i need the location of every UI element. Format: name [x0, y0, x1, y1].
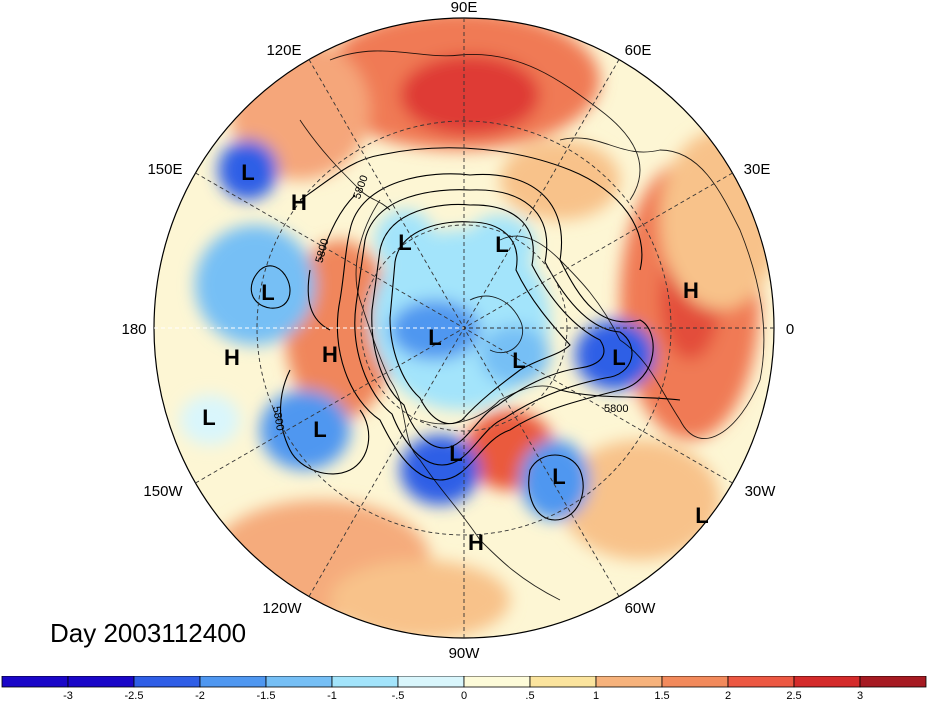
anomaly-field	[154, 18, 774, 638]
lon-label-60e: 60E	[625, 42, 652, 59]
low-center: L	[428, 325, 441, 350]
colorbar-box	[397, 676, 465, 688]
low-center: L	[552, 464, 565, 489]
low-center: L	[241, 160, 254, 185]
colorbar-labels: -3 -2.5 -2 -1.5 -1 -.5 0 .5 1 1.5 2 2.5 3	[63, 690, 863, 702]
colorbar-box	[67, 676, 135, 688]
colorbar-box	[661, 676, 729, 688]
lon-label-60w: 60W	[625, 600, 657, 617]
lon-label-120e: 120E	[266, 42, 301, 59]
colorbar-box	[133, 676, 201, 688]
high-center: H	[468, 530, 484, 555]
colorbar-tick-label: .5	[525, 690, 534, 702]
polar-map: 5800 5800 5800 5800 90E 60E 30E 0 30W 60…	[121, 0, 794, 662]
high-center: H	[224, 345, 240, 370]
colorbar-box	[331, 676, 399, 688]
colorbar-tick-label: 1	[593, 690, 599, 702]
colorbar-tick-label: -1	[327, 690, 337, 702]
contour-label: 5800	[604, 403, 628, 415]
lon-label-90w: 90W	[449, 645, 481, 662]
lon-label-0: 0	[786, 321, 794, 338]
colorbar-tick-label: -2.5	[125, 690, 144, 702]
colorbar-tick-label: 2	[725, 690, 731, 702]
low-center: L	[261, 280, 274, 305]
map-title: Day 2003112400	[50, 618, 247, 648]
low-center: L	[398, 230, 411, 255]
colorbar-box	[463, 676, 531, 688]
lon-label-30w: 30W	[745, 483, 777, 500]
lon-label-150e: 150E	[147, 161, 182, 178]
lon-label-90e: 90E	[451, 0, 478, 16]
colorbar-box	[793, 676, 861, 688]
low-center: L	[495, 232, 508, 257]
lon-label-150w: 150W	[143, 483, 183, 500]
colorbar-box	[529, 676, 597, 688]
low-center: L	[202, 405, 215, 430]
high-center: H	[291, 190, 307, 215]
contour-label: 5800	[270, 405, 286, 431]
pressure-centers: L H L L L H L H H L L L L L L L H	[202, 160, 708, 555]
colorbar-box	[265, 676, 333, 688]
colorbar-box	[1, 676, 69, 688]
colorbar-tick-label: 3	[857, 690, 863, 702]
low-center: L	[512, 348, 525, 373]
high-center: H	[683, 278, 699, 303]
colorbar-tick-label: 2.5	[786, 690, 801, 702]
colorbar-tick-label: -2	[195, 690, 205, 702]
low-center: L	[612, 345, 625, 370]
colorbar-tick-label: -3	[63, 690, 73, 702]
colorbar-box	[595, 676, 663, 688]
colorbar-tick-label: 0	[461, 690, 467, 702]
high-center: H	[322, 342, 338, 367]
lon-label-30e: 30E	[744, 161, 771, 178]
low-center: L	[449, 441, 462, 466]
colorbar-tick-label: -1.5	[257, 690, 276, 702]
colorbar-tick-label: 1.5	[654, 690, 669, 702]
lon-label-120w: 120W	[262, 600, 302, 617]
colorbar-box	[199, 676, 267, 688]
colorbar-boxes	[1, 676, 927, 688]
colorbar-box	[859, 676, 927, 688]
colorbar-tick-label: -.5	[392, 690, 405, 702]
colorbar-box	[727, 676, 795, 688]
height-contours	[250, 147, 681, 521]
low-center: L	[313, 417, 326, 442]
low-center: L	[695, 503, 708, 528]
lon-label-180: 180	[121, 321, 146, 338]
colorbar: -3 -2.5 -2 -1.5 -1 -.5 0 .5 1 1.5 2 2.5 3	[1, 676, 927, 702]
